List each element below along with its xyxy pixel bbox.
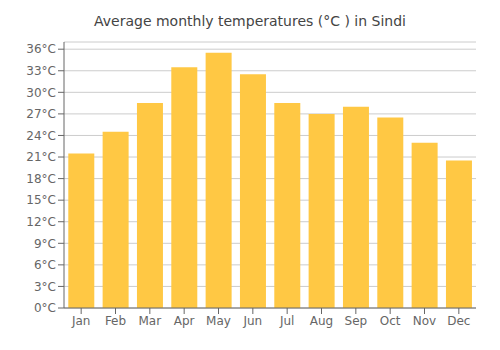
svg-text:6°C: 6°C	[34, 258, 56, 272]
svg-text:Nov: Nov	[413, 314, 436, 328]
svg-text:Jan: Jan	[71, 314, 91, 328]
svg-text:9°C: 9°C	[34, 237, 56, 251]
svg-text:Jul: Jul	[279, 314, 294, 328]
svg-text:12°C: 12°C	[26, 215, 56, 229]
svg-text:21°C: 21°C	[26, 150, 56, 164]
svg-text:May: May	[206, 314, 231, 328]
html-text:Average monthly temperatures (: Average monthly temperatures (°C ) in Si…	[94, 13, 406, 29]
svg-text:27°C: 27°C	[26, 107, 56, 121]
svg-text:36°C: 36°C	[26, 42, 56, 56]
svg-text:3°C: 3°C	[34, 280, 56, 294]
svg-text:Aug: Aug	[310, 314, 333, 328]
svg-text:Jun: Jun	[242, 314, 262, 328]
svg-text:33°C: 33°C	[26, 64, 56, 78]
svg-text:18°C: 18°C	[26, 172, 56, 186]
svg-text:Sep: Sep	[345, 314, 368, 328]
svg-text:24°C: 24°C	[26, 129, 56, 143]
svg-text:Feb: Feb	[105, 314, 126, 328]
svg-text:Dec: Dec	[447, 314, 470, 328]
svg-text:Oct: Oct	[380, 314, 401, 328]
svg-text:30°C: 30°C	[26, 86, 56, 100]
svg-text:Mar: Mar	[139, 314, 162, 328]
svg-text:15°C: 15°C	[26, 193, 56, 207]
svg-text:0°C: 0°C	[34, 301, 56, 315]
svg-text:Apr: Apr	[174, 314, 195, 328]
